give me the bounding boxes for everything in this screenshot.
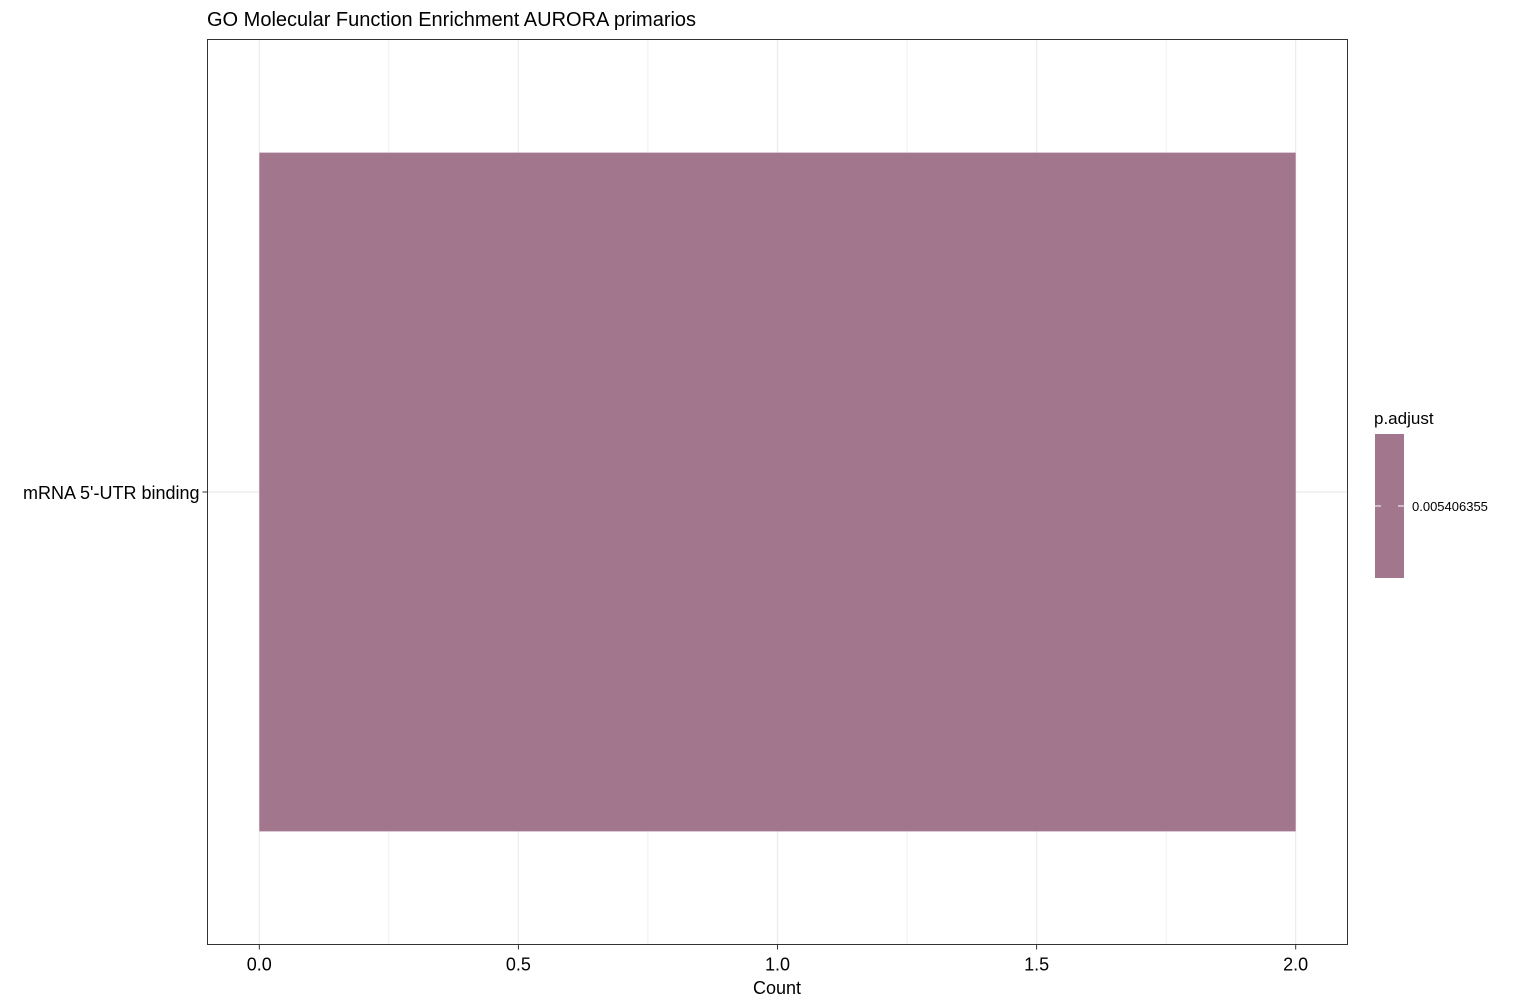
x-axis-title: Count <box>753 978 801 998</box>
x-tick-label: 0.0 <box>247 955 272 975</box>
legend-label: 0.005406355 <box>1412 499 1488 514</box>
chart-title: GO Molecular Function Enrichment AURORA … <box>207 9 696 31</box>
x-tick-label: 1.0 <box>765 955 790 975</box>
legend: p.adjust 0.005406355 <box>1374 409 1488 578</box>
y-tick-label: mRNA 5'-UTR binding <box>23 483 200 503</box>
x-tick-label: 2.0 <box>1283 955 1308 975</box>
bars <box>259 152 1296 832</box>
x-tick-label: 1.5 <box>1024 955 1049 975</box>
y-axis: mRNA 5'-UTR binding <box>23 483 208 503</box>
x-tick-label: 0.5 <box>506 955 531 975</box>
x-axis: 0.0 0.5 1.0 1.5 2.0 <box>247 944 1308 975</box>
bar <box>259 152 1296 832</box>
legend-title: p.adjust <box>1374 409 1434 428</box>
